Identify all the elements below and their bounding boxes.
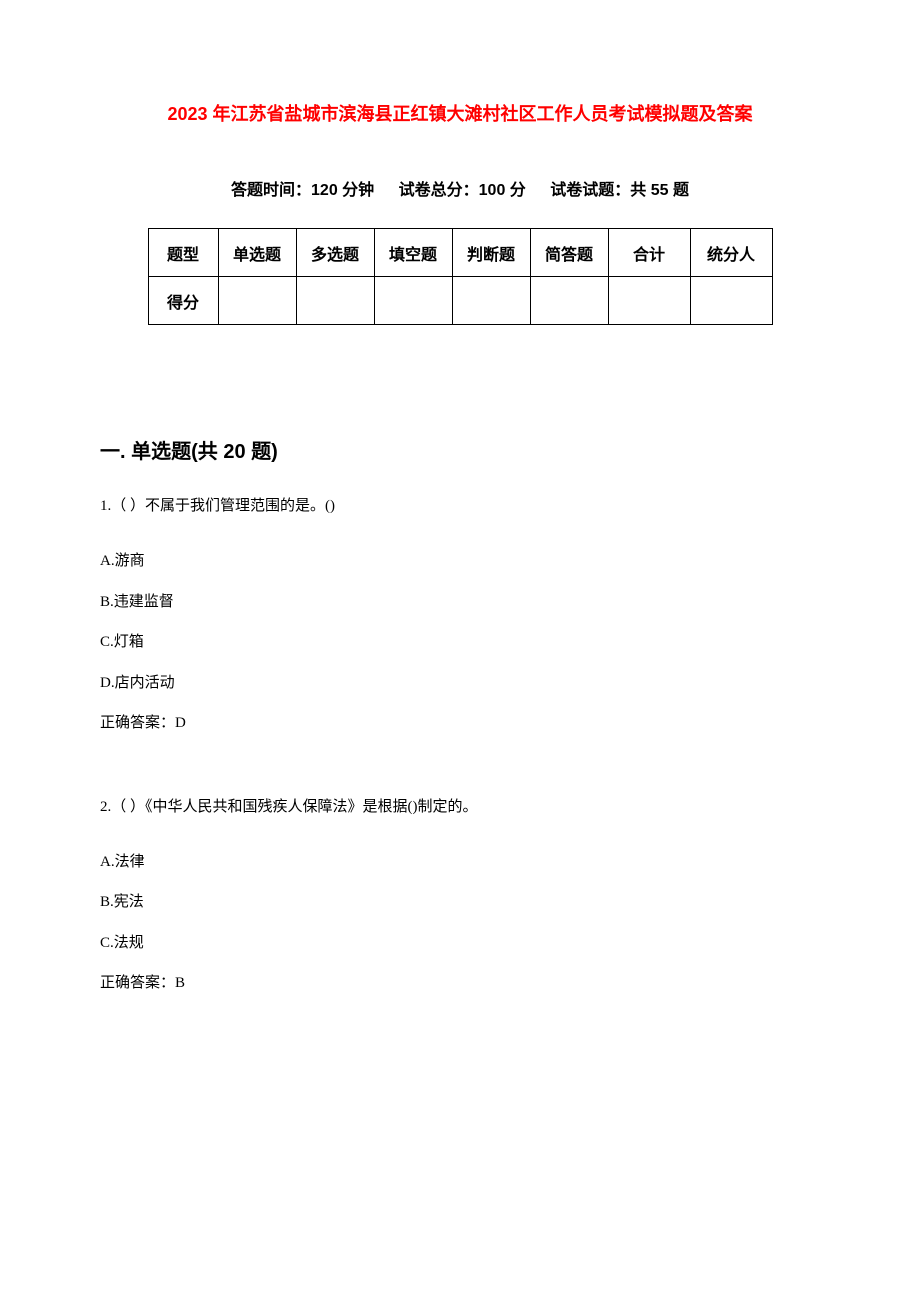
answer-label: 正确答案： <box>100 975 175 991</box>
score-cell <box>218 277 296 325</box>
score-value: 100 分 <box>479 182 526 199</box>
option-c: C.法规 <box>100 932 820 955</box>
exam-info-line: 答题时间：120 分钟 试卷总分：100 分 试卷试题：共 55 题 <box>100 176 820 200</box>
option-text: 法规 <box>114 935 144 951</box>
option-label: B. <box>100 594 114 610</box>
option-label: D. <box>100 675 115 691</box>
answer-line: 正确答案：B <box>100 972 820 995</box>
count-label: 试卷试题： <box>550 182 630 199</box>
question-stem-text: （ ）《中华人民共和国残疾人保障法》是根据()制定的。 <box>111 799 477 815</box>
count-segment: 试卷试题：共 55 题 <box>550 182 689 199</box>
row-label-score: 得分 <box>148 277 218 325</box>
col-header: 统分人 <box>690 229 772 277</box>
score-segment: 试卷总分：100 分 <box>399 182 526 199</box>
score-cell <box>530 277 608 325</box>
col-header: 判断题 <box>452 229 530 277</box>
count-value: 共 55 题 <box>630 182 689 199</box>
answer-line: 正确答案：D <box>100 712 820 735</box>
col-header: 合计 <box>608 229 690 277</box>
option-a: A.游商 <box>100 550 820 573</box>
answer-value: D <box>175 715 186 731</box>
option-label: A. <box>100 553 115 569</box>
score-cell <box>690 277 772 325</box>
question-block: 2.（ ）《中华人民共和国残疾人保障法》是根据()制定的。 A.法律 B.宪法 … <box>100 795 820 995</box>
option-a: A.法律 <box>100 851 820 874</box>
question-number: 1. <box>100 498 111 514</box>
option-c: C.灯箱 <box>100 631 820 654</box>
table-row: 得分 <box>148 277 772 325</box>
option-label: C. <box>100 935 114 951</box>
question-stem-text: （ ）不属于我们管理范围的是。() <box>111 498 335 514</box>
option-text: 宪法 <box>114 894 144 910</box>
table-row: 题型 单选题 多选题 填空题 判断题 简答题 合计 统分人 <box>148 229 772 277</box>
col-header: 简答题 <box>530 229 608 277</box>
question-stem: 1.（ ）不属于我们管理范围的是。() <box>100 494 820 518</box>
col-header: 多选题 <box>296 229 374 277</box>
score-table: 题型 单选题 多选题 填空题 判断题 简答题 合计 统分人 得分 <box>148 228 773 325</box>
answer-value: B <box>175 975 185 991</box>
score-label: 试卷总分： <box>399 182 479 199</box>
time-label: 答题时间： <box>231 182 311 199</box>
option-text: 违建监督 <box>114 594 174 610</box>
option-text: 店内活动 <box>115 675 175 691</box>
question-stem: 2.（ ）《中华人民共和国残疾人保障法》是根据()制定的。 <box>100 795 820 819</box>
option-label: B. <box>100 894 114 910</box>
col-header: 单选题 <box>218 229 296 277</box>
question-number: 2. <box>100 799 111 815</box>
option-d: D.店内活动 <box>100 672 820 695</box>
row-label-type: 题型 <box>148 229 218 277</box>
option-label: A. <box>100 854 115 870</box>
option-b: B.违建监督 <box>100 591 820 614</box>
option-text: 法律 <box>115 854 145 870</box>
score-cell <box>374 277 452 325</box>
score-cell <box>452 277 530 325</box>
exam-title: 2023 年江苏省盐城市滨海县正红镇大滩村社区工作人员考试模拟题及答案 <box>100 100 820 126</box>
option-label: C. <box>100 634 114 650</box>
time-segment: 答题时间：120 分钟 <box>231 182 374 199</box>
section-heading: 一. 单选题(共 20 题) <box>100 435 820 464</box>
answer-label: 正确答案： <box>100 715 175 731</box>
option-b: B.宪法 <box>100 891 820 914</box>
option-text: 游商 <box>115 553 145 569</box>
option-text: 灯箱 <box>114 634 144 650</box>
score-cell <box>608 277 690 325</box>
time-value: 120 分钟 <box>311 182 374 199</box>
question-block: 1.（ ）不属于我们管理范围的是。() A.游商 B.违建监督 C.灯箱 D.店… <box>100 494 820 735</box>
col-header: 填空题 <box>374 229 452 277</box>
score-cell <box>296 277 374 325</box>
